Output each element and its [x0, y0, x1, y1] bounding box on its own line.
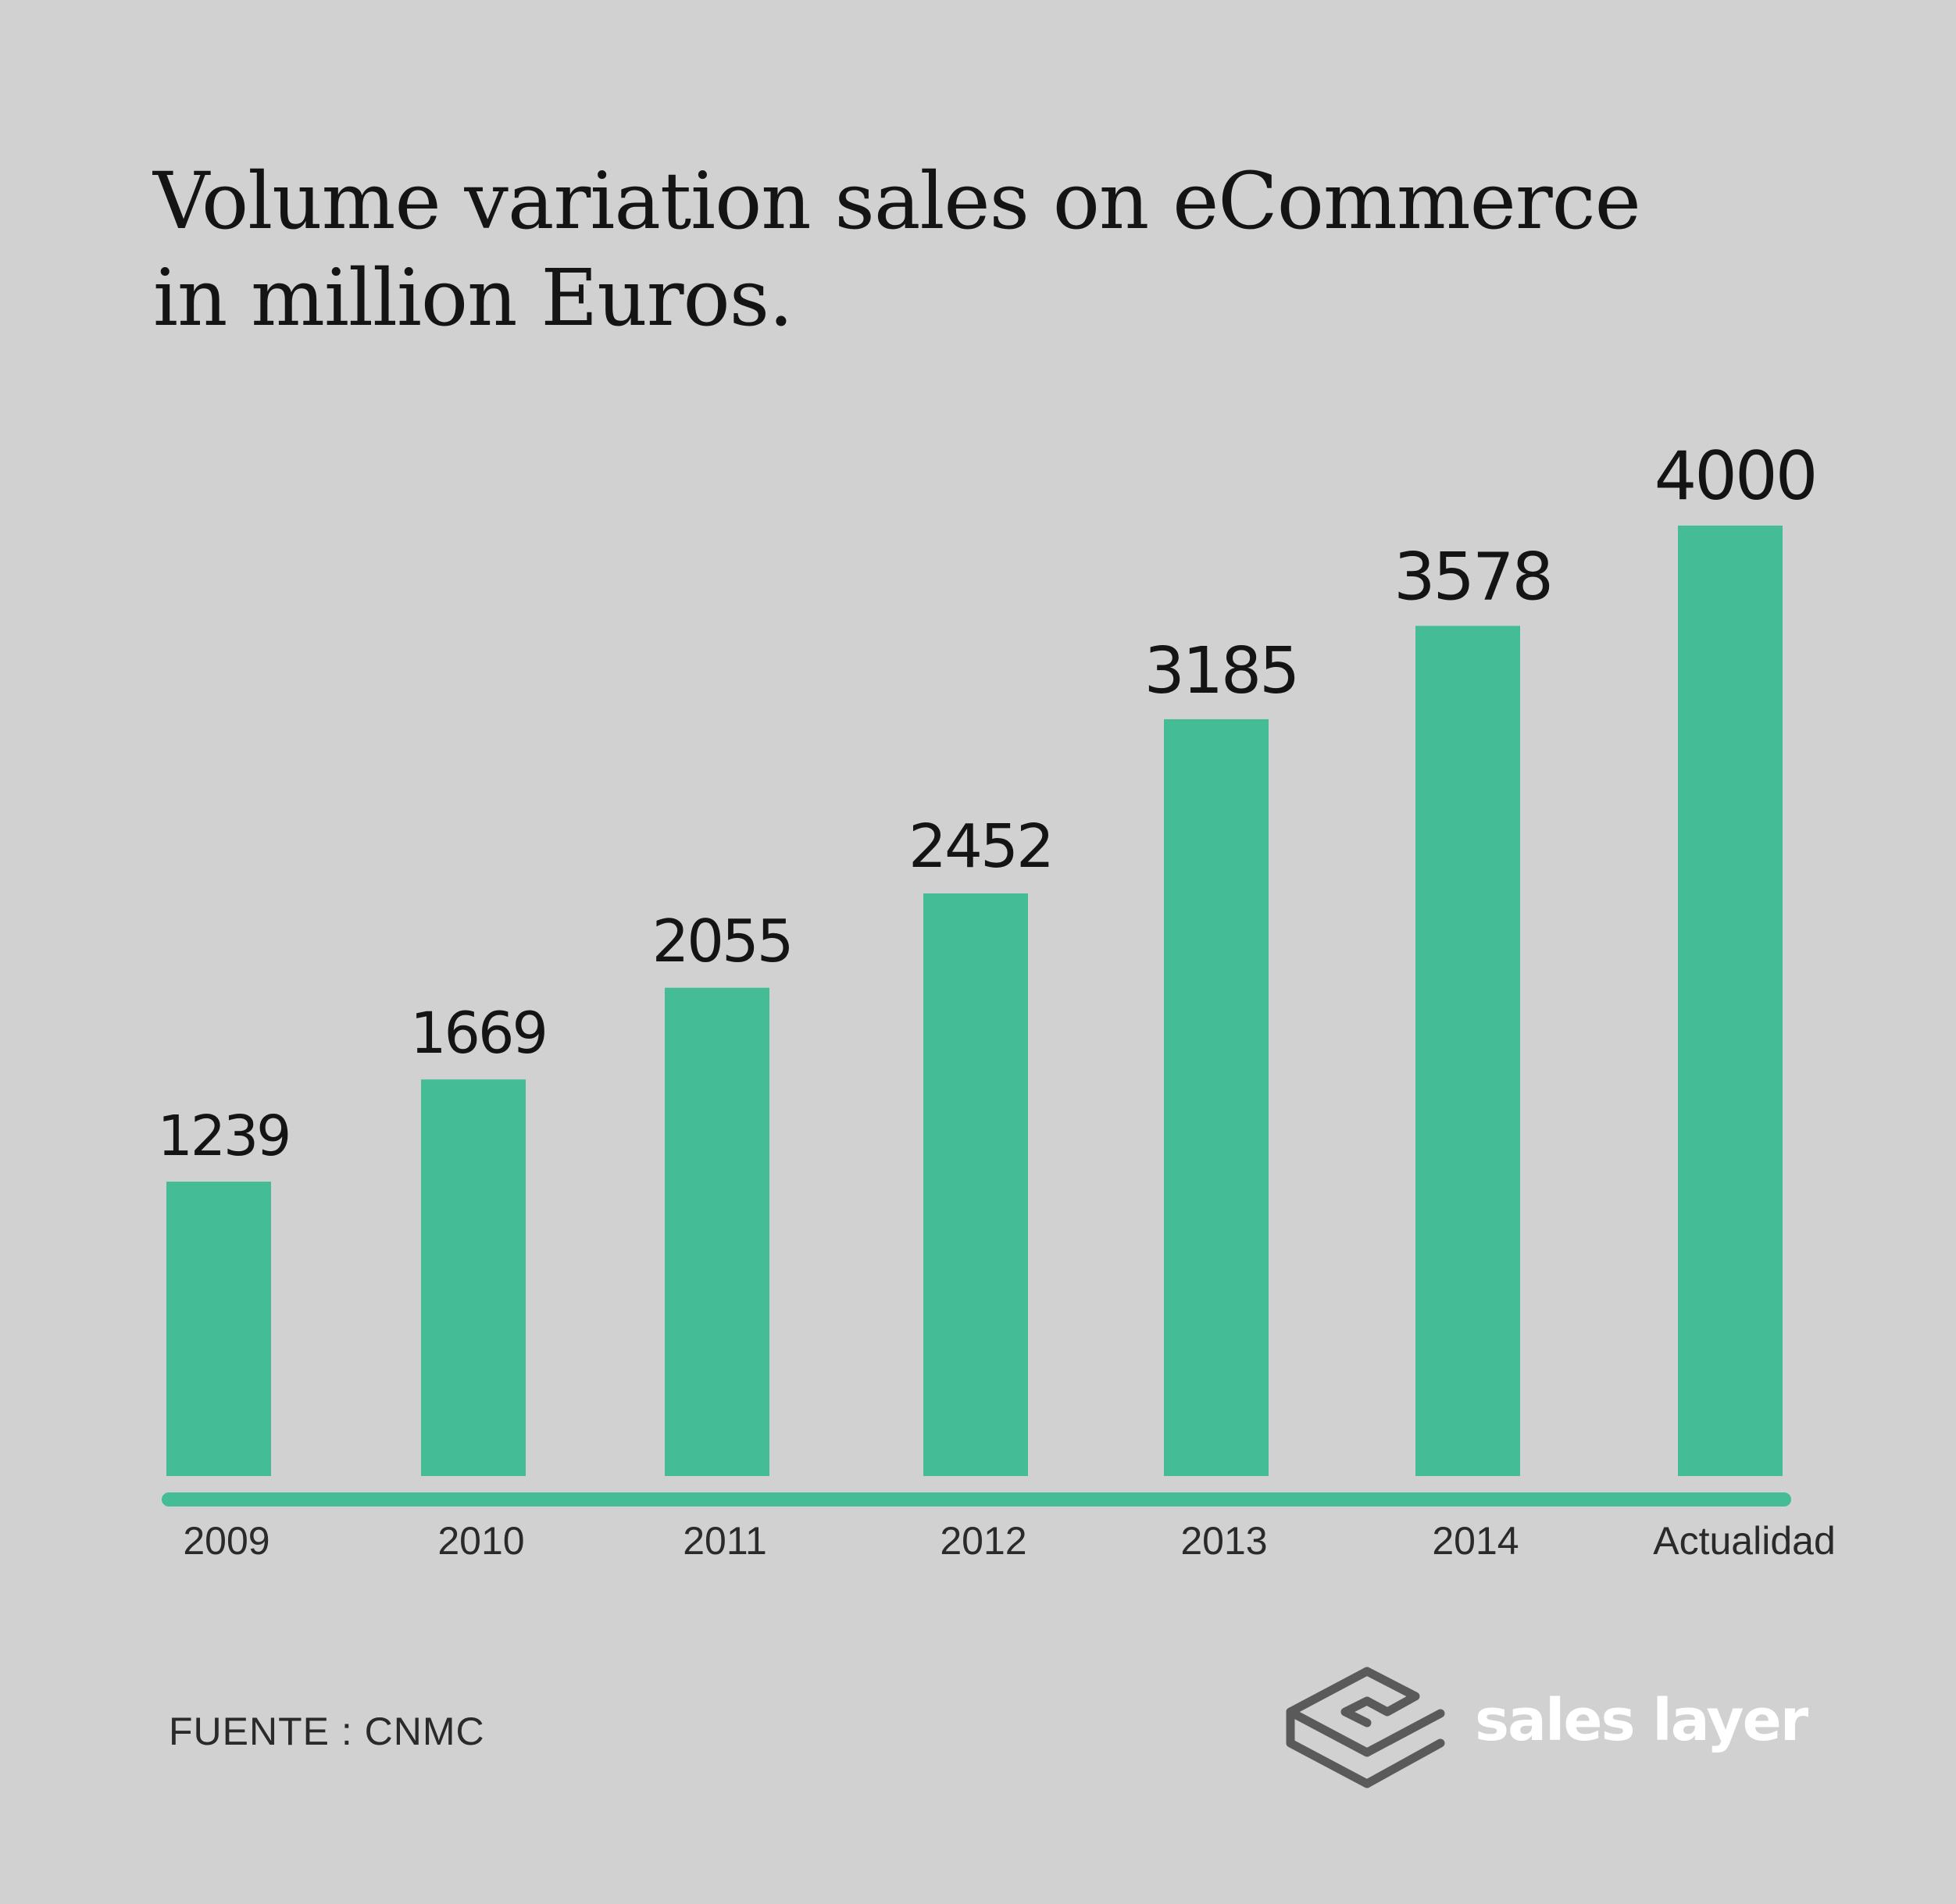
x-tick-label: 2009	[183, 1519, 269, 1563]
bar-2011	[665, 987, 769, 1476]
bar-2012	[923, 893, 1028, 1476]
bar-2010	[421, 1079, 526, 1476]
data-label: 2452	[908, 812, 1052, 882]
x-tick-label: 2014	[1432, 1519, 1519, 1563]
chart-title: Volume variation sales on eCommerce in m…	[153, 153, 1641, 347]
x-tick-label: 2011	[683, 1519, 767, 1563]
source-note: FUENTE : CNMC	[169, 1710, 485, 1753]
brand-name: sales layer	[1475, 1687, 1808, 1754]
stacked-layers-icon	[1286, 1667, 1445, 1788]
data-label: 1669	[410, 1000, 546, 1067]
x-tick-label: 2010	[437, 1519, 524, 1563]
bar-2014	[1415, 626, 1520, 1476]
chart-title-line-2: in million Euros.	[153, 252, 794, 344]
bar-actualidad	[1678, 526, 1783, 1476]
data-label: 1239	[158, 1104, 290, 1168]
x-tick-label: 2013	[1180, 1519, 1267, 1563]
x-tick-label: 2012	[940, 1519, 1026, 1563]
chart-title-line-1: Volume variation sales on eCommerce	[153, 155, 1641, 247]
bar-2013	[1164, 718, 1269, 1476]
data-label: 2055	[652, 907, 792, 975]
bar-2009	[166, 1182, 271, 1476]
x-tick-label: Actualidad	[1653, 1519, 1836, 1563]
data-label: 4000	[1654, 437, 1816, 515]
data-label: 3578	[1394, 538, 1551, 615]
data-label: 3185	[1144, 634, 1298, 708]
bar-chart: 1239 2009 1669 2010 2055 2011 2452 2012 3185 2013…	[158, 437, 1836, 1563]
